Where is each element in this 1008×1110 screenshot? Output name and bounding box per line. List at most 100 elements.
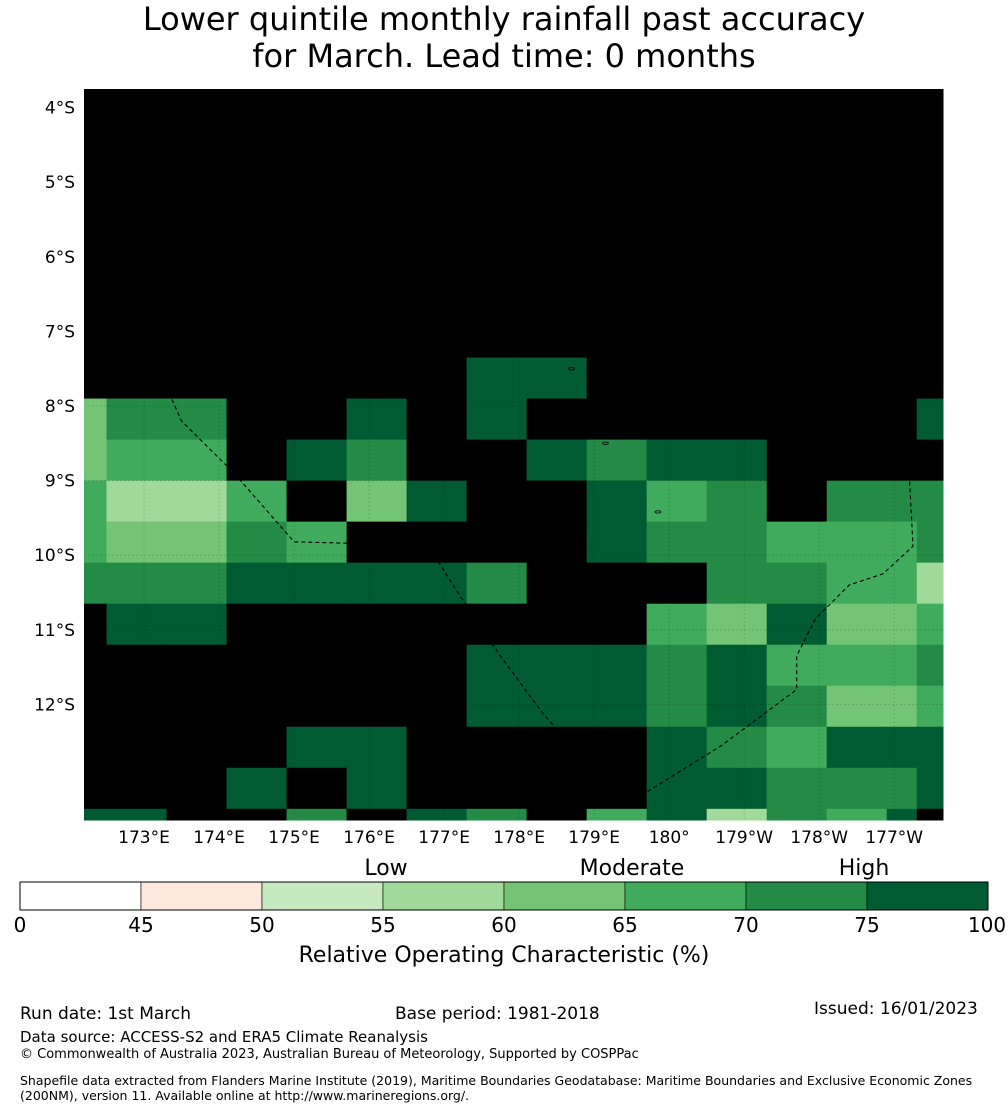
roc-cell	[826, 644, 888, 687]
roc-cell	[286, 603, 348, 646]
island-outline	[444, 741, 452, 745]
roc-cell	[526, 644, 588, 687]
roc-cell	[166, 152, 228, 194]
roc-cell	[646, 234, 708, 276]
roc-cell	[916, 111, 944, 153]
roc-cell	[646, 521, 708, 564]
latitude-label: 5°S	[45, 173, 75, 193]
roc-cell	[84, 275, 108, 318]
roc-cell	[286, 193, 348, 235]
roc-cell	[526, 480, 588, 523]
roc-cell	[526, 111, 588, 153]
roc-cell	[466, 398, 528, 441]
roc-cell	[466, 603, 528, 646]
colorbar-segment	[261, 881, 384, 911]
data-source: Data source: ACCESS-S2 and ERA5 Climate …	[20, 1028, 428, 1046]
island-outline	[654, 510, 662, 514]
roc-cell	[106, 234, 168, 276]
copyright: © Commonwealth of Australia 2023, Austra…	[20, 1047, 639, 1062]
roc-cell	[706, 521, 768, 564]
roc-cell	[706, 275, 768, 318]
roc-cell	[646, 603, 708, 646]
roc-cell	[106, 398, 168, 441]
colorbar	[19, 881, 989, 911]
roc-cell	[346, 439, 408, 482]
roc-cell	[106, 726, 168, 769]
roc-cell	[226, 439, 288, 482]
roc-cell	[826, 480, 888, 523]
roc-cell	[286, 726, 348, 769]
roc-cell	[766, 357, 828, 400]
roc-cell	[526, 398, 588, 441]
roc-cell	[916, 767, 944, 810]
roc-cell	[466, 152, 528, 194]
roc-cell	[766, 234, 828, 276]
roc-cell	[646, 644, 708, 687]
roc-cell	[826, 521, 888, 564]
roc-cell	[106, 808, 168, 821]
roc-cell	[346, 480, 408, 523]
roc-cell	[886, 726, 918, 769]
run-date: Run date: 1st March	[20, 1004, 192, 1024]
colorbar-tick: 70	[733, 913, 759, 937]
roc-cell	[886, 316, 918, 359]
roc-cell	[586, 603, 648, 646]
roc-cell	[886, 480, 918, 523]
roc-cell	[706, 603, 768, 646]
roc-cell	[706, 193, 768, 235]
roc-cell	[766, 439, 828, 482]
chart-title-line-1: Lower quintile monthly rainfall past acc…	[142, 0, 866, 38]
colorbar-tick: 55	[370, 913, 396, 937]
roc-cell	[226, 234, 288, 276]
roc-cell	[166, 521, 228, 564]
roc-cell	[226, 193, 288, 235]
roc-cell	[346, 275, 408, 318]
roc-cell	[226, 152, 288, 194]
roc-cell	[526, 316, 588, 359]
roc-cell	[406, 89, 468, 112]
roc-cell	[586, 111, 648, 153]
longitude-label: 174°E	[193, 828, 245, 848]
roc-cell	[84, 439, 108, 482]
roc-cell	[226, 89, 288, 112]
roc-cell	[406, 152, 468, 194]
island-outline	[541, 408, 549, 412]
roc-cell	[826, 808, 888, 821]
latitude-label: 10°S	[34, 546, 75, 566]
roc-cell	[886, 275, 918, 318]
roc-cell	[826, 193, 888, 235]
roc-cell	[916, 316, 944, 359]
roc-cell	[286, 316, 348, 359]
roc-cell	[106, 316, 168, 359]
roc-cell	[706, 89, 768, 112]
roc-cell	[526, 193, 588, 235]
roc-cell	[166, 111, 228, 153]
roc-cell	[106, 111, 168, 153]
colorbar-segment	[19, 881, 142, 911]
roc-cell	[886, 808, 918, 821]
shapefile-credit: Shapefile data extracted from Flanders M…	[20, 1073, 973, 1103]
roc-cell	[346, 89, 408, 112]
roc-cell	[646, 808, 708, 821]
roc-cell	[346, 316, 408, 359]
roc-cell	[106, 480, 168, 523]
roc-cell	[226, 603, 288, 646]
roc-cell	[706, 398, 768, 441]
roc-cell	[826, 275, 888, 318]
roc-cell	[886, 685, 918, 728]
roc-cell	[646, 275, 708, 318]
roc-cell	[706, 644, 768, 687]
roc-cell	[466, 521, 528, 564]
roc-cell	[886, 398, 918, 441]
roc-cell	[586, 193, 648, 235]
roc-cell	[226, 480, 288, 523]
roc-cell	[826, 316, 888, 359]
roc-cell	[226, 562, 288, 605]
colorbar-tick: 60	[491, 913, 517, 937]
roc-cell	[106, 685, 168, 728]
roc-cell	[766, 111, 828, 153]
colorbar-segment	[866, 881, 989, 911]
roc-cell	[646, 685, 708, 728]
roc-cell	[916, 562, 944, 605]
colorbar-label: Relative Operating Characteristic (%)	[298, 943, 710, 968]
